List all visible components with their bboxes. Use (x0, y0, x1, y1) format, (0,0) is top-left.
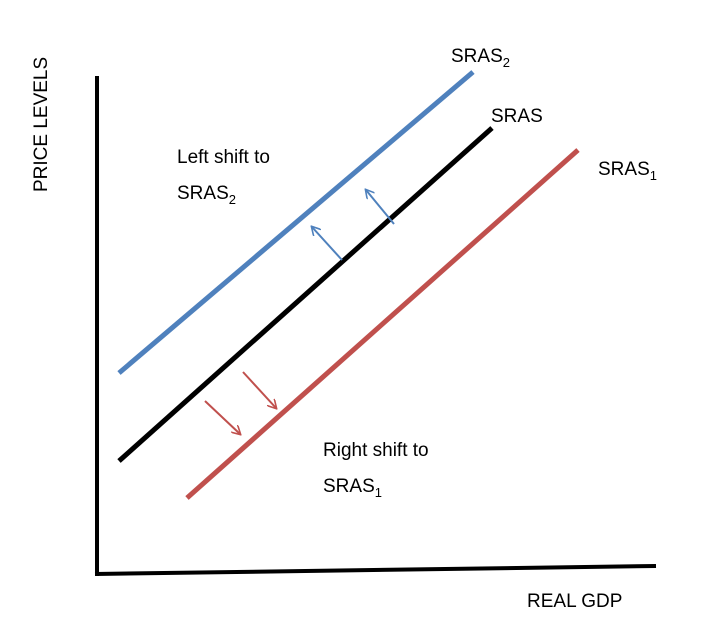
right-shift-text-line1: Right shift to (323, 440, 429, 461)
left-shift-arrow-2 (366, 190, 395, 225)
right-shift-text-line2: SRAS1 (323, 476, 382, 500)
sras-curve (117, 126, 494, 463)
x-axis (94, 564, 657, 576)
sras1-curve (185, 148, 580, 500)
sras2-label: SRAS2 (451, 46, 510, 70)
y-axis-label: PRICE LEVELS (31, 57, 52, 192)
left-shift-text-line1: Left shift to (177, 147, 270, 168)
left-shift-arrow-1 (312, 227, 343, 261)
right-shift-arrow-1 (204, 400, 240, 434)
x-axis-label: REAL GDP (527, 591, 622, 612)
left-shift-text-line2: SRAS2 (177, 183, 236, 207)
sras-label: SRAS (491, 106, 543, 127)
right-shift-arrow-2 (242, 371, 276, 408)
sras1-label: SRAS1 (598, 159, 657, 183)
sras2-curve (117, 70, 475, 375)
